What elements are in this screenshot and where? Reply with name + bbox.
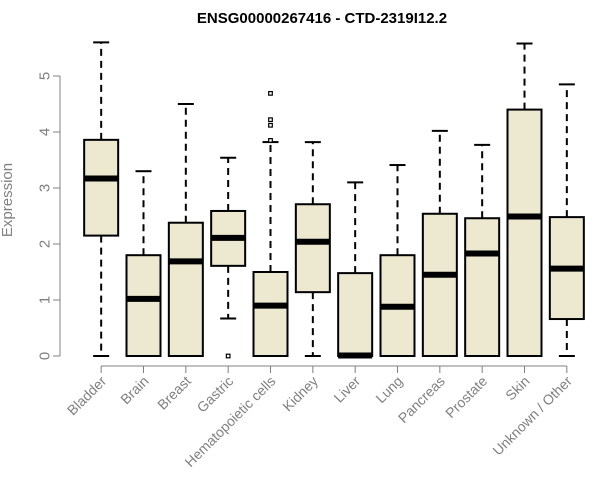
box-rect bbox=[421, 212, 458, 357]
x-tick-label-kidney: Kidney bbox=[279, 373, 321, 415]
box-kidney bbox=[294, 141, 331, 357]
chart-title: ENSG00000267416 - CTD-2319I12.2 bbox=[197, 10, 447, 27]
y-tick-label-3: 3 bbox=[37, 184, 54, 192]
box-rect bbox=[167, 221, 204, 357]
box-breast bbox=[167, 103, 204, 357]
y-tick-label-2: 2 bbox=[37, 240, 54, 248]
y-tick-label-1: 1 bbox=[37, 296, 54, 304]
box-brain bbox=[125, 170, 162, 357]
box-liver bbox=[337, 181, 374, 359]
box-skin bbox=[506, 42, 543, 357]
box-rect bbox=[252, 271, 289, 357]
box-rect bbox=[337, 272, 374, 357]
x-tick-label-breast: Breast bbox=[154, 373, 194, 413]
box-unknown-other bbox=[548, 83, 585, 357]
box-gastric bbox=[210, 156, 247, 359]
x-tick-label-liver: Liver bbox=[331, 373, 364, 406]
y-tick-label-4: 4 bbox=[37, 128, 54, 136]
box-rect bbox=[125, 254, 162, 357]
outlier-point bbox=[268, 138, 273, 143]
box-lung bbox=[379, 164, 416, 357]
y-tick-label-5: 5 bbox=[37, 72, 54, 80]
outlier-point bbox=[268, 90, 273, 96]
outlier-point bbox=[268, 122, 273, 128]
x-tick-label-brain: Brain bbox=[117, 373, 151, 407]
outlier-point bbox=[268, 117, 273, 123]
box-rect bbox=[464, 217, 501, 357]
x-tick-label-prostate: Prostate bbox=[442, 373, 490, 421]
box-bladder bbox=[83, 41, 120, 357]
outlier-point bbox=[225, 353, 231, 359]
x-tick-label-pancreas: Pancreas bbox=[395, 373, 448, 426]
box-hematopoietic-cells bbox=[252, 90, 289, 357]
box-rect bbox=[294, 203, 331, 294]
box-prostate bbox=[464, 143, 501, 357]
y-tick-label-0: 0 bbox=[37, 352, 54, 360]
y-axis-label: Expression bbox=[0, 163, 16, 237]
box-rect bbox=[83, 138, 120, 237]
x-tick-label-bladder: Bladder bbox=[64, 373, 110, 419]
boxes-group bbox=[83, 41, 585, 359]
x-tick-label-lung: Lung bbox=[372, 373, 405, 406]
box-pancreas bbox=[421, 129, 458, 357]
box-rect bbox=[506, 108, 543, 357]
x-tick-label-skin: Skin bbox=[502, 373, 533, 404]
x-tick-label-unknown-other: Unknown / Other bbox=[489, 373, 575, 459]
y-axis: 0 1 2 3 4 5 bbox=[37, 72, 61, 360]
